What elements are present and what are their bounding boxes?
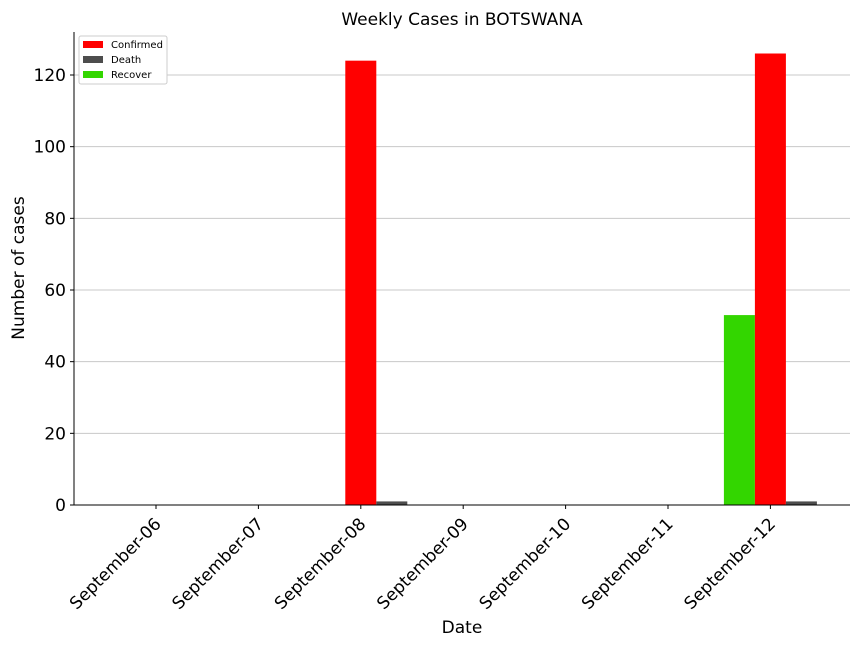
legend-swatch-confirmed [83,41,103,48]
bar-death-september-12 [785,501,817,505]
x-tick-label: September-06 [66,514,165,613]
legend-label-recover: Recover [111,70,152,81]
x-tick-label: September-08 [271,514,370,613]
x-tick-label: September-10 [476,514,575,613]
grid-lines [74,74,850,434]
bar-confirmed-september-08 [345,60,377,506]
x-axis-label: Date [442,618,483,638]
legend-swatch-recover [83,71,103,78]
x-tick-label: September-12 [680,514,779,613]
legend-label-death: Death [111,55,141,66]
bar-recover-september-12 [723,315,755,505]
legend-label-confirmed: Confirmed [111,40,163,51]
y-tick-label: 0 [55,496,66,516]
y-tick-label: 20 [44,424,66,444]
legend: Confirmed Death Recover [78,35,168,85]
x-tick-label: September-11 [578,514,677,613]
y-tick-label: 40 [44,353,66,373]
bar-confirmed-september-12 [754,53,786,505]
legend-swatch-death [83,56,103,63]
y-tick-label: 60 [44,281,66,301]
x-tick-label: September-09 [373,514,472,613]
axes [73,32,850,506]
chart-title: Weekly Cases in BOTSWANA [341,10,583,30]
y-axis-label: Number of cases [9,196,29,340]
y-tick-label: 120 [34,66,66,86]
bars [345,53,817,506]
x-ticks: September-06 September-07 September-08 Sept… [66,505,780,614]
y-tick-label: 100 [34,138,66,158]
x-tick-label: September-07 [168,514,267,613]
y-ticks: 0 20 40 60 80 100 120 [34,66,74,516]
bar-death-september-08 [376,501,408,505]
y-tick-label: 80 [44,209,66,229]
